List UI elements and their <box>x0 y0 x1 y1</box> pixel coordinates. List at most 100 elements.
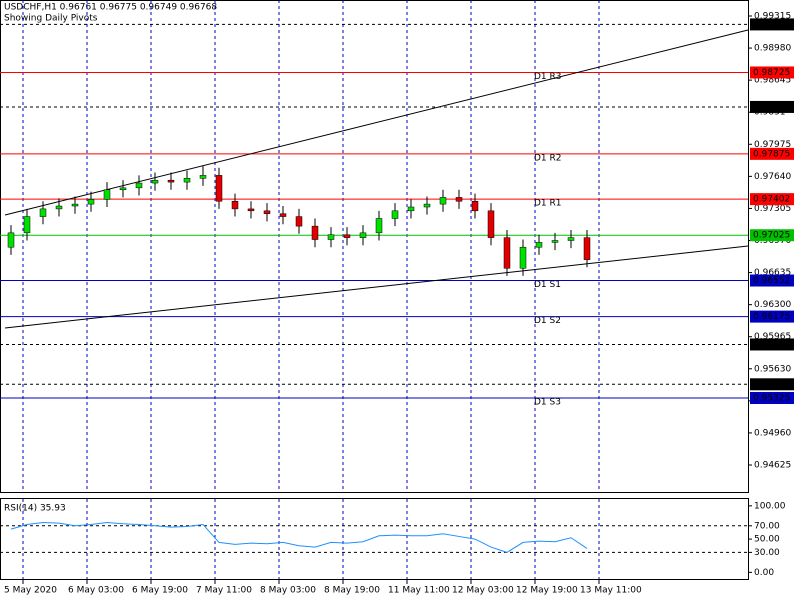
x-tick-label: 8 May 19:00 <box>324 586 380 596</box>
price-level-box <box>750 66 794 79</box>
x-tick-label: 13 May 11:00 <box>580 586 642 596</box>
x-tick-label: 12 May 03:00 <box>452 586 514 596</box>
rsi-y-tick-label: 30.00 <box>754 548 780 558</box>
price-level-label: 0.98365 <box>753 102 790 112</box>
price-level-label: 0.95884 <box>753 340 790 350</box>
price-level-label: 0.97025 <box>753 231 790 241</box>
y-tick-label: 0.97975 <box>754 140 791 150</box>
candle-body <box>183 178 191 183</box>
price-level-label: 0.96175 <box>753 312 790 322</box>
chart-subtitle: Showing Daily Pivots <box>4 14 98 24</box>
chart-header: USDCHF,H1 0.96761 0.96775 0.96749 0.9676… <box>4 3 217 13</box>
candle-body <box>279 213 287 217</box>
y-tick-label: 0.98980 <box>754 44 791 54</box>
price-level-label: 0.97402 <box>753 195 790 205</box>
candle-body <box>311 225 319 240</box>
rsi-y-tick-label: 50.00 <box>754 535 780 545</box>
trend-line <box>4 29 749 216</box>
y-tick-label: 0.97305 <box>754 204 791 214</box>
candle-body <box>87 199 95 205</box>
candle-body <box>503 237 511 269</box>
pivot-label: D1 R1 <box>534 199 562 209</box>
price-level-box <box>750 100 794 113</box>
candle-body <box>439 197 447 205</box>
price-level-box <box>750 338 794 351</box>
price-level-label: 0.95468 <box>753 380 790 390</box>
x-tick-label: 6 May 19:00 <box>132 586 188 596</box>
rsi-label: RSI(14) 35.93 <box>4 504 66 514</box>
candle-body <box>343 234 351 238</box>
candle-body <box>199 175 207 179</box>
price-level-box <box>750 391 794 404</box>
y-tick-label: 0.96300 <box>754 300 791 310</box>
candle-body <box>567 237 575 241</box>
rsi-y-tick-label: 70.00 <box>754 521 780 531</box>
candle-body <box>471 200 479 212</box>
rsi-panel <box>0 498 749 580</box>
rsi-y-tick-label: 0.00 <box>754 568 774 578</box>
trend-line <box>4 245 749 329</box>
candle-body <box>119 187 127 191</box>
price-level-label: 0.97875 <box>753 149 790 159</box>
candle-body <box>391 210 399 219</box>
candle-body <box>247 208 255 212</box>
candle-body <box>7 232 15 248</box>
x-tick-label: 6 May 03:00 <box>68 586 124 596</box>
candle-body <box>295 216 303 227</box>
pivot-label: D1 S2 <box>534 316 561 326</box>
x-tick-label: 12 May 19:00 <box>516 586 578 596</box>
pivot-label: D1 S1 <box>534 280 561 290</box>
candle-body <box>103 189 111 200</box>
price-level-label: 0.96552 <box>753 276 790 286</box>
price-level-box <box>750 18 794 31</box>
x-tick-label: 8 May 03:00 <box>260 586 316 596</box>
price-level-label: 0.99227 <box>753 20 790 30</box>
price-level-label: 0.98725 <box>753 68 790 78</box>
price-level-label: 0.95325 <box>753 393 790 403</box>
candle-body <box>407 206 415 212</box>
candle-body <box>583 237 591 260</box>
candle-body <box>519 246 527 269</box>
candle-body <box>263 210 271 214</box>
candle-body <box>327 234 335 240</box>
candle-body <box>359 232 367 238</box>
candle-body <box>423 203 431 208</box>
rsi-line <box>10 521 588 553</box>
y-tick-label: 0.94960 <box>754 428 791 438</box>
candle-body <box>167 179 175 183</box>
candle-body <box>455 197 463 202</box>
pivot-label: D1 R3 <box>534 72 562 82</box>
candle-body <box>23 216 31 234</box>
y-tick-label: 0.98645 <box>754 76 791 86</box>
candle-body <box>487 210 495 238</box>
y-tick-label: 0.97640 <box>754 172 791 182</box>
price-level-box <box>750 147 794 160</box>
price-level-box <box>750 378 794 391</box>
y-tick-label: 0.94625 <box>754 461 791 471</box>
candle-body <box>551 240 559 243</box>
rsi-y-tick-label: 100.00 <box>754 501 786 511</box>
candle-body <box>535 242 543 248</box>
candle-body <box>39 208 47 217</box>
y-tick-label: 0.95965 <box>754 332 791 342</box>
price-level-box <box>750 274 794 287</box>
candle-body <box>135 182 143 189</box>
y-tick-label: 0.96635 <box>754 268 791 278</box>
candle-body <box>55 205 63 210</box>
y-tick-label: 0.99315 <box>754 11 791 21</box>
candle-body <box>71 203 79 207</box>
candle-body <box>375 218 383 234</box>
candle-body <box>151 179 159 184</box>
candle-body <box>215 175 223 202</box>
candle-body <box>231 200 239 210</box>
price-level-box <box>750 229 794 242</box>
price-panel <box>0 0 749 493</box>
price-level-box <box>750 193 794 206</box>
price-level-box <box>750 310 794 323</box>
x-tick-label: 5 May 2020 <box>4 586 57 596</box>
x-tick-label: 7 May 11:00 <box>196 586 252 596</box>
y-tick-label: 0.95630 <box>754 364 791 374</box>
pivot-label: D1 R2 <box>534 153 562 163</box>
pivot-label: D1 S3 <box>534 397 561 407</box>
